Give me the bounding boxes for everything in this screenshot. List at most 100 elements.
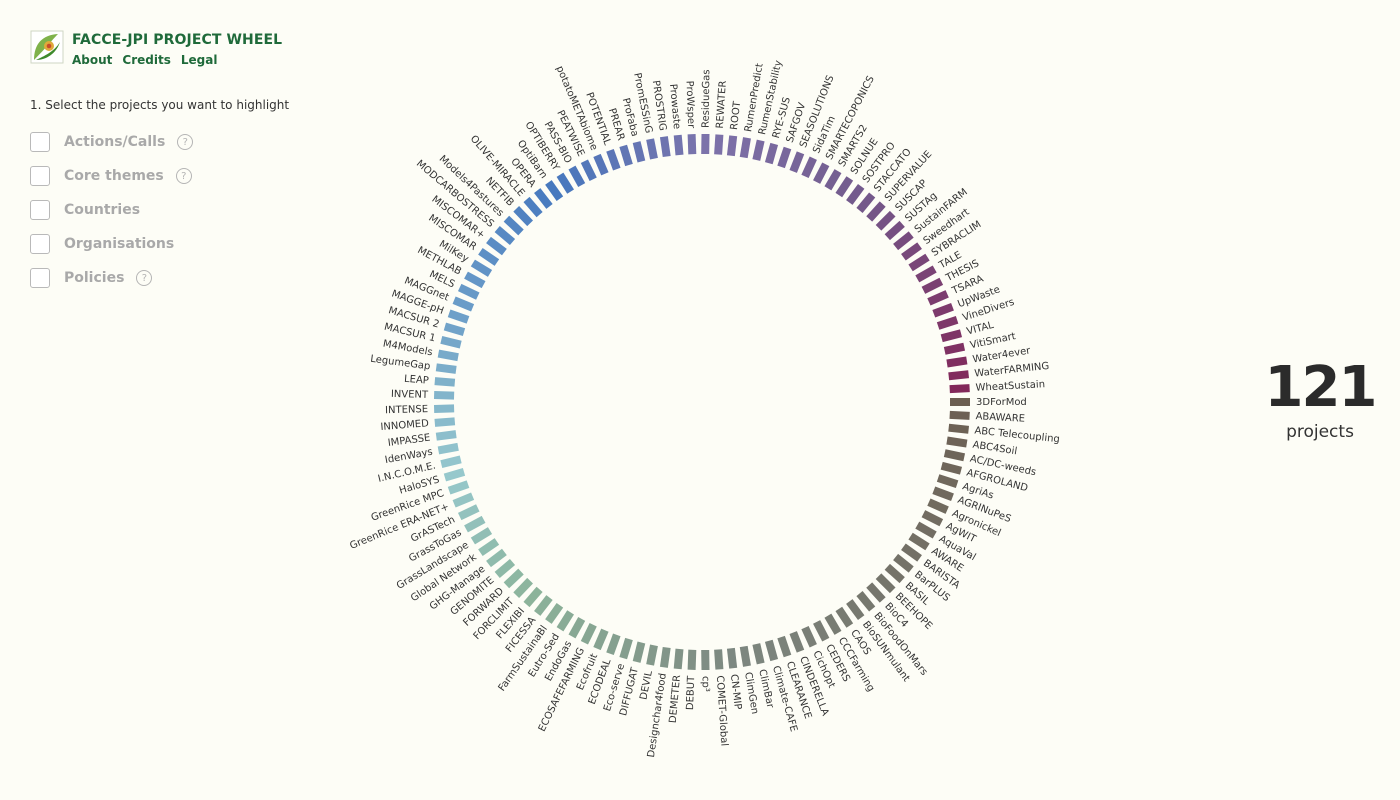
project-bar[interactable] (764, 639, 779, 662)
project-label[interactable]: ABAWARE (975, 411, 1025, 425)
project-bar[interactable] (659, 646, 671, 668)
project-bar[interactable] (893, 231, 914, 251)
project-label[interactable]: INTENSE (385, 404, 428, 416)
project-bar[interactable] (464, 271, 486, 289)
project-bar[interactable] (494, 226, 516, 246)
project-bar[interactable] (726, 647, 738, 669)
project-bar[interactable] (673, 134, 684, 156)
project-bar[interactable] (856, 192, 876, 213)
project-label[interactable]: ROOT (729, 100, 743, 131)
project-bar[interactable] (606, 633, 621, 656)
wheel-project-58[interactable]: IMPASSE (387, 430, 457, 449)
project-bar[interactable] (866, 582, 886, 603)
project-bar[interactable] (457, 504, 480, 521)
project-bar[interactable] (534, 188, 553, 209)
project-bar[interactable] (435, 363, 457, 374)
project-bar[interactable] (801, 156, 817, 179)
wheel-project-90[interactable]: ProWsper (683, 80, 697, 155)
project-bar[interactable] (813, 162, 830, 184)
project-bar[interactable] (503, 215, 524, 236)
project-bar[interactable] (943, 342, 966, 355)
filter-countries-checkbox[interactable] (30, 200, 50, 220)
project-bar[interactable] (470, 527, 493, 545)
project-bar[interactable] (915, 521, 937, 539)
project-bar[interactable] (433, 391, 455, 400)
wheel-project-29[interactable]: COMET-Global (714, 649, 730, 747)
project-bar[interactable] (856, 591, 876, 612)
wheel-project-0[interactable]: 3DForMod (950, 397, 1027, 408)
project-bar[interactable] (619, 144, 633, 167)
project-bar[interactable] (452, 492, 475, 508)
project-bar[interactable] (659, 136, 671, 158)
project-bar[interactable] (580, 623, 597, 645)
project-label[interactable]: WheatSustain (975, 379, 1045, 394)
project-bar[interactable] (452, 296, 475, 312)
project-bar[interactable] (824, 613, 842, 635)
project-bar[interactable] (949, 384, 970, 394)
project-label[interactable]: LEAP (404, 374, 430, 387)
help-icon[interactable]: ? (175, 168, 192, 184)
project-bar[interactable] (464, 515, 486, 533)
project-bar[interactable] (940, 461, 963, 475)
nav-about-link[interactable]: About (72, 53, 113, 67)
project-label[interactable]: 3DForMod (976, 397, 1027, 408)
project-bar[interactable] (946, 356, 968, 368)
project-bar[interactable] (443, 468, 466, 482)
project-bar[interactable] (835, 176, 854, 198)
help-icon[interactable]: ? (136, 270, 153, 286)
project-bar[interactable] (687, 649, 697, 670)
project-label[interactable]: IMPASSE (387, 433, 431, 449)
project-bar[interactable] (901, 242, 922, 261)
project-bar[interactable] (948, 370, 970, 381)
project-label[interactable]: CN-MIP (728, 674, 743, 711)
wheel-project-91[interactable]: ResidueGas (701, 69, 713, 155)
project-bar[interactable] (946, 436, 968, 448)
project-bar[interactable] (447, 480, 470, 495)
filter-organisations-checkbox[interactable] (30, 234, 50, 254)
project-label[interactable]: DEBUT (685, 675, 697, 711)
project-label[interactable]: COMET-Global (714, 675, 730, 746)
wheel-project-1[interactable]: ABAWARE (949, 410, 1026, 425)
project-label[interactable]: INVENT (391, 389, 429, 401)
project-bar[interactable] (513, 206, 533, 227)
project-bar[interactable] (437, 442, 459, 455)
project-bar[interactable] (739, 645, 751, 667)
wheel-project-62[interactable]: LEAP (404, 374, 456, 387)
project-bar[interactable] (752, 139, 765, 161)
project-bar[interactable] (580, 159, 597, 181)
project-bar[interactable] (846, 184, 865, 205)
project-bar[interactable] (437, 349, 459, 362)
project-bar[interactable] (943, 449, 966, 462)
project-bar[interactable] (687, 134, 697, 155)
wheel-project-30[interactable]: cp³ (700, 649, 711, 692)
project-label[interactable]: INNOMED (380, 418, 429, 433)
project-label[interactable]: REWATER (715, 80, 729, 129)
project-bar[interactable] (884, 220, 905, 241)
project-bar[interactable] (443, 322, 466, 336)
project-bar[interactable] (486, 236, 507, 256)
nav-credits-link[interactable]: Credits (122, 53, 171, 67)
project-bar[interactable] (632, 641, 646, 663)
project-label[interactable]: ResidueGas (701, 69, 713, 128)
project-bar[interactable] (433, 404, 455, 413)
wheel-project-93[interactable]: ROOT (726, 100, 743, 157)
project-bar[interactable] (752, 643, 765, 665)
project-bar[interactable] (789, 631, 805, 653)
project-bar[interactable] (801, 625, 817, 648)
project-bar[interactable] (534, 595, 553, 616)
project-bar[interactable] (932, 302, 954, 318)
wheel-project-31[interactable]: DEBUT (685, 649, 697, 711)
project-bar[interactable] (440, 336, 462, 349)
project-bar[interactable] (921, 510, 944, 527)
project-label[interactable]: Prowaste (667, 83, 682, 129)
project-bar[interactable] (936, 474, 959, 489)
project-bar[interactable] (478, 538, 500, 557)
project-bar[interactable] (523, 586, 543, 608)
project-bar[interactable] (503, 568, 524, 589)
project-bar[interactable] (777, 635, 792, 658)
project-bar[interactable] (434, 417, 456, 427)
wheel-project-61[interactable]: INVENT (391, 389, 455, 401)
project-label[interactable]: VITAL (966, 320, 996, 338)
project-bar[interactable] (921, 277, 944, 294)
project-bar[interactable] (556, 172, 574, 194)
